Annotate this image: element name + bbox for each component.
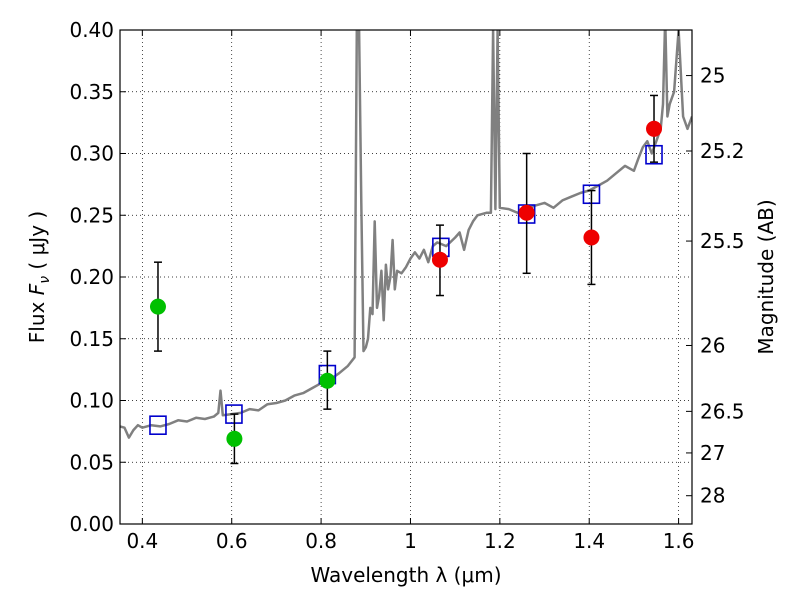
observed-flux-point (226, 430, 243, 447)
observed-flux-point (583, 229, 600, 246)
x-tick-label: 0.8 (305, 529, 337, 553)
plot-frame (119, 29, 693, 525)
y2-tick-label: 26 (700, 333, 725, 357)
y-tick-label: 0.30 (69, 142, 114, 166)
y-tick-label: 0.15 (69, 327, 114, 351)
y2-tick-label: 25.2 (700, 139, 745, 163)
y2-axis-title: Magnitude (AB) (754, 199, 778, 354)
y-tick-label: 0.25 (69, 203, 114, 227)
data-series (120, 30, 692, 465)
observed-flux-point (431, 251, 448, 268)
x-tick-label: 1.4 (573, 529, 605, 553)
axis-ticks: 0.4 0.6 0.8 1 1.2 1.4 1.6 0.00 0.05 0.10 0.15 0.20 0… (69, 18, 744, 553)
y-tick-label: 0.20 (69, 265, 114, 289)
y2-tick-label: 26.5 (700, 399, 745, 423)
observed-flux-point (646, 120, 663, 137)
y2-tick-label: 25 (700, 64, 725, 88)
observed-flux-point (149, 298, 166, 315)
y-axis-title: Flux Fν ( μJy ) (25, 211, 53, 343)
x-tick-label: 1.6 (663, 529, 695, 553)
y-tick-label: 0.35 (69, 80, 114, 104)
x-tick-label: 1.2 (484, 529, 516, 553)
model-photometry-marker (149, 415, 167, 436)
y-tick-label: 0.40 (69, 18, 114, 42)
plot-area (120, 30, 692, 524)
x-tick-label: 0.6 (216, 529, 248, 553)
observed-flux-point (319, 372, 336, 389)
x-axis-title: Wavelength λ (μm) (310, 563, 501, 587)
x-tick-label: 1 (404, 529, 417, 553)
y2-tick-label: 25.5 (700, 229, 745, 253)
y2-tick-label: 27 (700, 441, 725, 465)
y-tick-label: 0.00 (69, 512, 114, 536)
observed-flux-point (518, 204, 535, 221)
y-tick-label: 0.10 (69, 389, 114, 413)
x-tick-label: 0.4 (126, 529, 158, 553)
y-tick-label: 0.05 (69, 450, 114, 474)
y2-tick-label: 28 (700, 484, 725, 508)
